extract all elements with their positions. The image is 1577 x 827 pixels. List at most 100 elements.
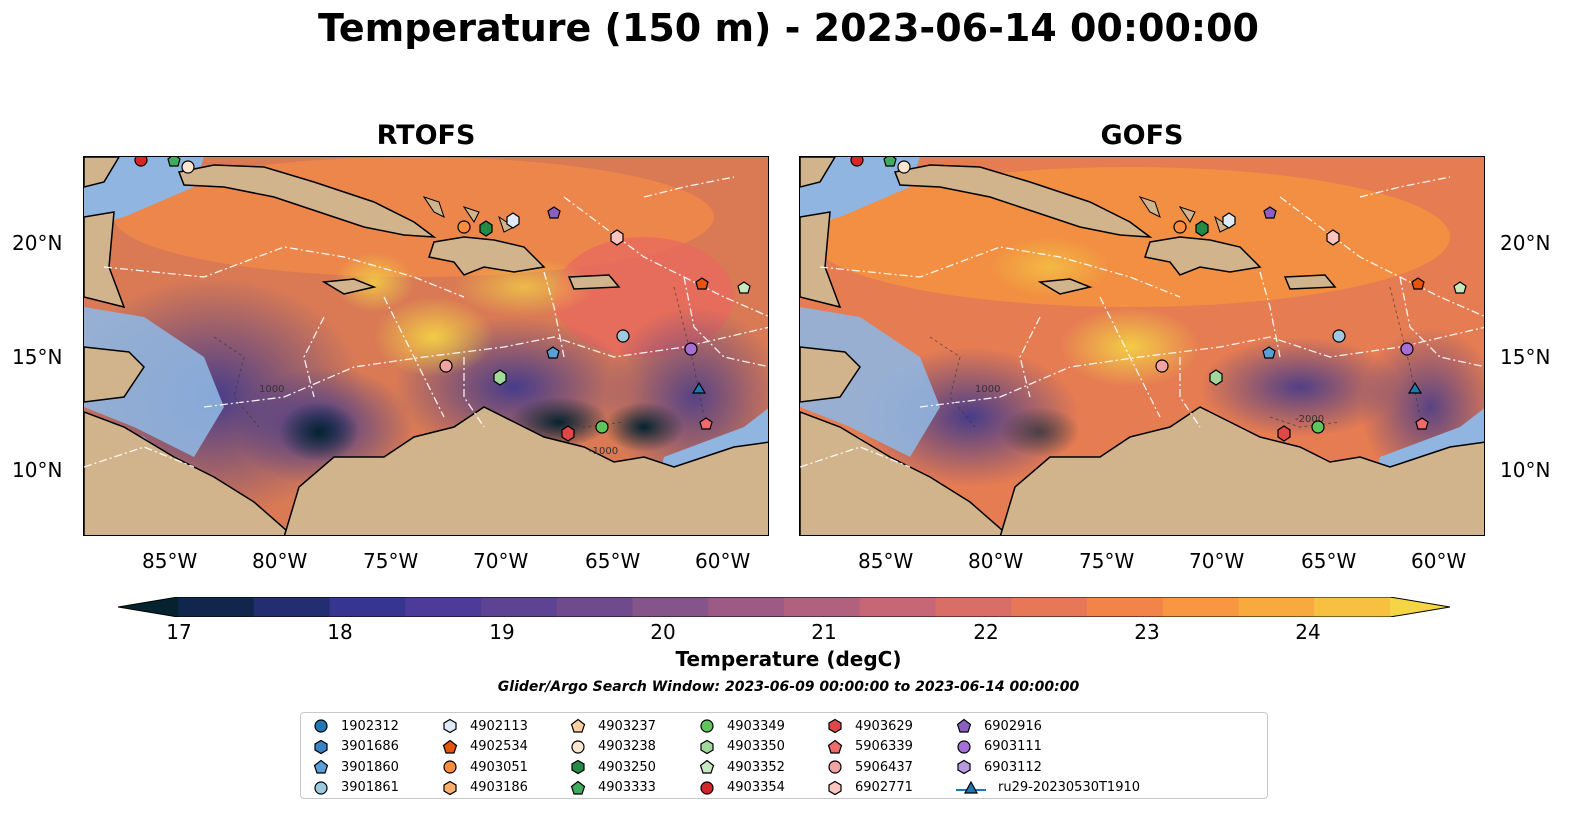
float-5906339[interactable] (1415, 417, 1429, 430)
colorbar-tick: 20 (650, 620, 676, 644)
float-4903238[interactable] (181, 160, 195, 174)
float-5906437[interactable] (439, 359, 453, 373)
legend-label: 4903051 (470, 759, 528, 775)
float-6902771[interactable] (610, 229, 624, 246)
legend-label: 6903112 (984, 759, 1042, 775)
float-3901860[interactable] (1262, 346, 1276, 359)
eez-boundaries (84, 176, 768, 468)
float-4903354[interactable] (134, 157, 148, 167)
puerto-rico-land (567, 274, 621, 290)
rtofs-map: 1000 -1000 (84, 157, 768, 535)
float-4903349[interactable] (595, 420, 609, 434)
float-4903350[interactable] (493, 369, 507, 386)
float-4903051[interactable] (1173, 220, 1187, 234)
legend-entry: ru29-20230530T1910 (956, 778, 1140, 798)
legend-entry: 4903250 (570, 757, 656, 777)
glider-ru29[interactable] (691, 381, 707, 394)
pentagon-marker-icon (956, 718, 972, 733)
legend-label: 4903250 (598, 759, 656, 775)
lat-label-left: 15°N (12, 345, 63, 369)
circle-marker-icon (957, 739, 971, 754)
legend-label: 4903238 (598, 739, 656, 754)
rtofs-map-panel: 1000 -1000 (83, 156, 769, 536)
lat-label-right: 10°N (1500, 458, 1551, 482)
legend-label: 4903349 (727, 718, 785, 734)
float-4903354[interactable] (850, 157, 864, 167)
float-4903350[interactable] (1209, 369, 1223, 386)
float-6903111[interactable] (1400, 342, 1414, 356)
float-4903629[interactable] (561, 425, 575, 442)
south-america-land (999, 406, 1484, 535)
legend-entry: 6902916 (956, 716, 1042, 736)
triangle-marker-icon (956, 780, 986, 794)
circle-marker-icon (314, 780, 328, 795)
float-4903333[interactable] (167, 157, 181, 167)
circle-marker-icon (828, 760, 842, 774)
colorbar-segment (405, 597, 482, 617)
float-3901861[interactable] (616, 329, 630, 343)
float-4903250[interactable] (1195, 220, 1209, 237)
float-markers (850, 157, 1467, 442)
colorbar-segment (935, 597, 1012, 617)
float-4902113[interactable] (506, 212, 520, 229)
float-4903352[interactable] (1453, 281, 1467, 294)
float-4903250[interactable] (479, 220, 493, 237)
search-window-text: Glider/Argo Search Window: 2023-06-09 00… (497, 679, 1080, 695)
hexagon-marker-icon (828, 718, 842, 734)
float-6902916[interactable] (1263, 206, 1277, 219)
legend-label: 4903333 (598, 780, 656, 795)
legend-label: 4903354 (727, 780, 785, 795)
float-3901860[interactable] (546, 346, 560, 359)
float-4903051[interactable] (457, 220, 471, 234)
float-6902771[interactable] (1326, 229, 1340, 246)
float-4903629[interactable] (1277, 425, 1291, 442)
float-4902534[interactable] (1411, 277, 1425, 290)
colorbar-tick: 24 (1295, 620, 1321, 644)
float-4903349[interactable] (1311, 420, 1325, 434)
pentagon-marker-icon (313, 759, 329, 774)
colorbar-segment (556, 597, 633, 617)
colorbar-graphic (117, 596, 1451, 618)
lon-label: 75°W (1079, 549, 1135, 573)
legend-label: 4903352 (727, 759, 785, 775)
float-4903333[interactable] (883, 157, 897, 167)
colorbar-tick: 21 (811, 620, 837, 644)
colorbar-label: Temperature (degC) (675, 647, 902, 671)
legend-label: 4903350 (727, 739, 785, 754)
legend-entry: 3901686 (313, 737, 399, 757)
contour-label: -2000 (1295, 414, 1324, 425)
lon-label: 70°W (1189, 549, 1245, 573)
lon-label: 75°W (363, 549, 419, 573)
legend-entry: 6903111 (956, 737, 1042, 757)
colorbar-segment (859, 597, 936, 617)
colorbar-tick: 18 (327, 620, 353, 644)
colorbar-tick: 22 (973, 620, 999, 644)
float-5906437[interactable] (1155, 359, 1169, 373)
legend-entry: 4903349 (699, 716, 785, 736)
lon-label: 65°W (585, 549, 641, 573)
lat-label-right: 15°N (1500, 345, 1551, 369)
lon-label: 60°W (695, 549, 751, 573)
colorbar-extend-low (118, 597, 178, 617)
colorbar-segment (253, 597, 330, 617)
hexagon-marker-icon (443, 718, 457, 734)
legend-entry: 4903186 (442, 778, 528, 798)
legend-label: 4902113 (470, 718, 528, 734)
pentagon-marker-icon (827, 739, 843, 754)
float-4902534[interactable] (695, 277, 709, 290)
float-3901861[interactable] (1332, 329, 1346, 343)
pentagon-marker-icon (442, 739, 458, 754)
float-6903111[interactable] (684, 342, 698, 356)
colorbar-segment (1162, 597, 1239, 617)
float-5906339[interactable] (699, 417, 713, 430)
float-4903238[interactable] (897, 160, 911, 174)
float-4902113[interactable] (1222, 212, 1236, 229)
figure-title: Temperature (150 m) - 2023-06-14 00:00:0… (317, 6, 1259, 50)
glider-ru29[interactable] (1407, 381, 1423, 394)
south-america-land (283, 406, 768, 535)
contour-label: 1000 (975, 384, 1000, 395)
legend-label: 6903111 (984, 739, 1042, 754)
colorbar-segment (784, 597, 861, 617)
float-4903352[interactable] (737, 281, 751, 294)
float-6902916[interactable] (547, 206, 561, 219)
